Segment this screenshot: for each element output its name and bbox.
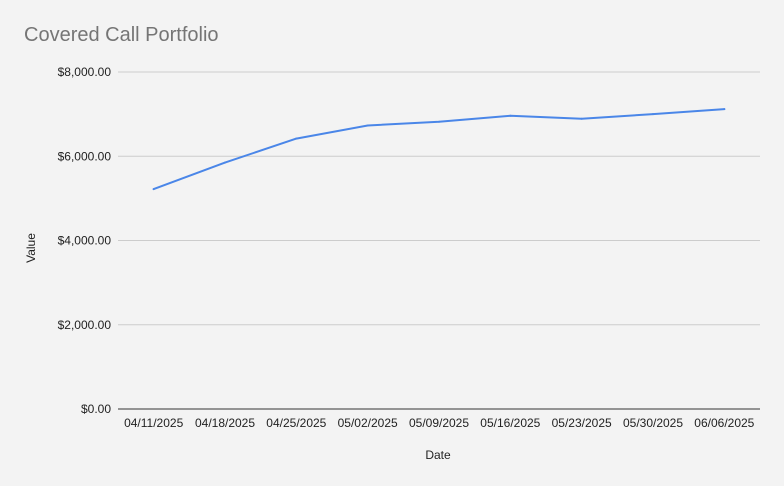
y-tick-label: $2,000.00 (58, 318, 112, 332)
data-point (366, 124, 369, 127)
series-layer (152, 108, 726, 191)
data-point (295, 137, 298, 140)
y-tick-label: $6,000.00 (58, 149, 112, 163)
data-point (509, 114, 512, 117)
x-tick-label: 05/09/2025 (409, 416, 469, 430)
x-tick-label: 05/02/2025 (338, 416, 398, 430)
y-axis-ticks: $0.00 $2,000.00 $4,000.00 $6,000.00 $8,000.0… (58, 65, 112, 416)
x-tick-label: 04/25/2025 (266, 416, 326, 430)
x-tick-label: 04/18/2025 (195, 416, 255, 430)
y-tick-label: $0.00 (81, 402, 111, 416)
data-point (152, 188, 155, 191)
chart-title: Covered Call Portfolio (24, 24, 219, 46)
x-tick-label: 04/11/2025 (124, 416, 183, 430)
data-point (438, 120, 440, 123)
x-tick-label: 05/30/2025 (623, 416, 683, 430)
y-axis-title: Value (24, 233, 38, 263)
x-tick-label: 06/06/2025 (694, 416, 754, 430)
y-tick-label: $4,000.00 (58, 234, 112, 248)
data-point (652, 113, 654, 116)
x-axis-ticks: 04/11/2025 04/18/2025 04/25/2025 05/02/2025… (124, 416, 755, 430)
y-tick-label: $8,000.00 (58, 65, 112, 79)
data-point (580, 117, 583, 120)
data-point (224, 161, 226, 164)
gridlines (118, 71, 760, 410)
data-point (723, 108, 726, 111)
x-axis-title: Date (425, 448, 451, 462)
x-tick-label: 05/23/2025 (552, 416, 612, 430)
x-tick-label: 05/16/2025 (480, 416, 540, 430)
